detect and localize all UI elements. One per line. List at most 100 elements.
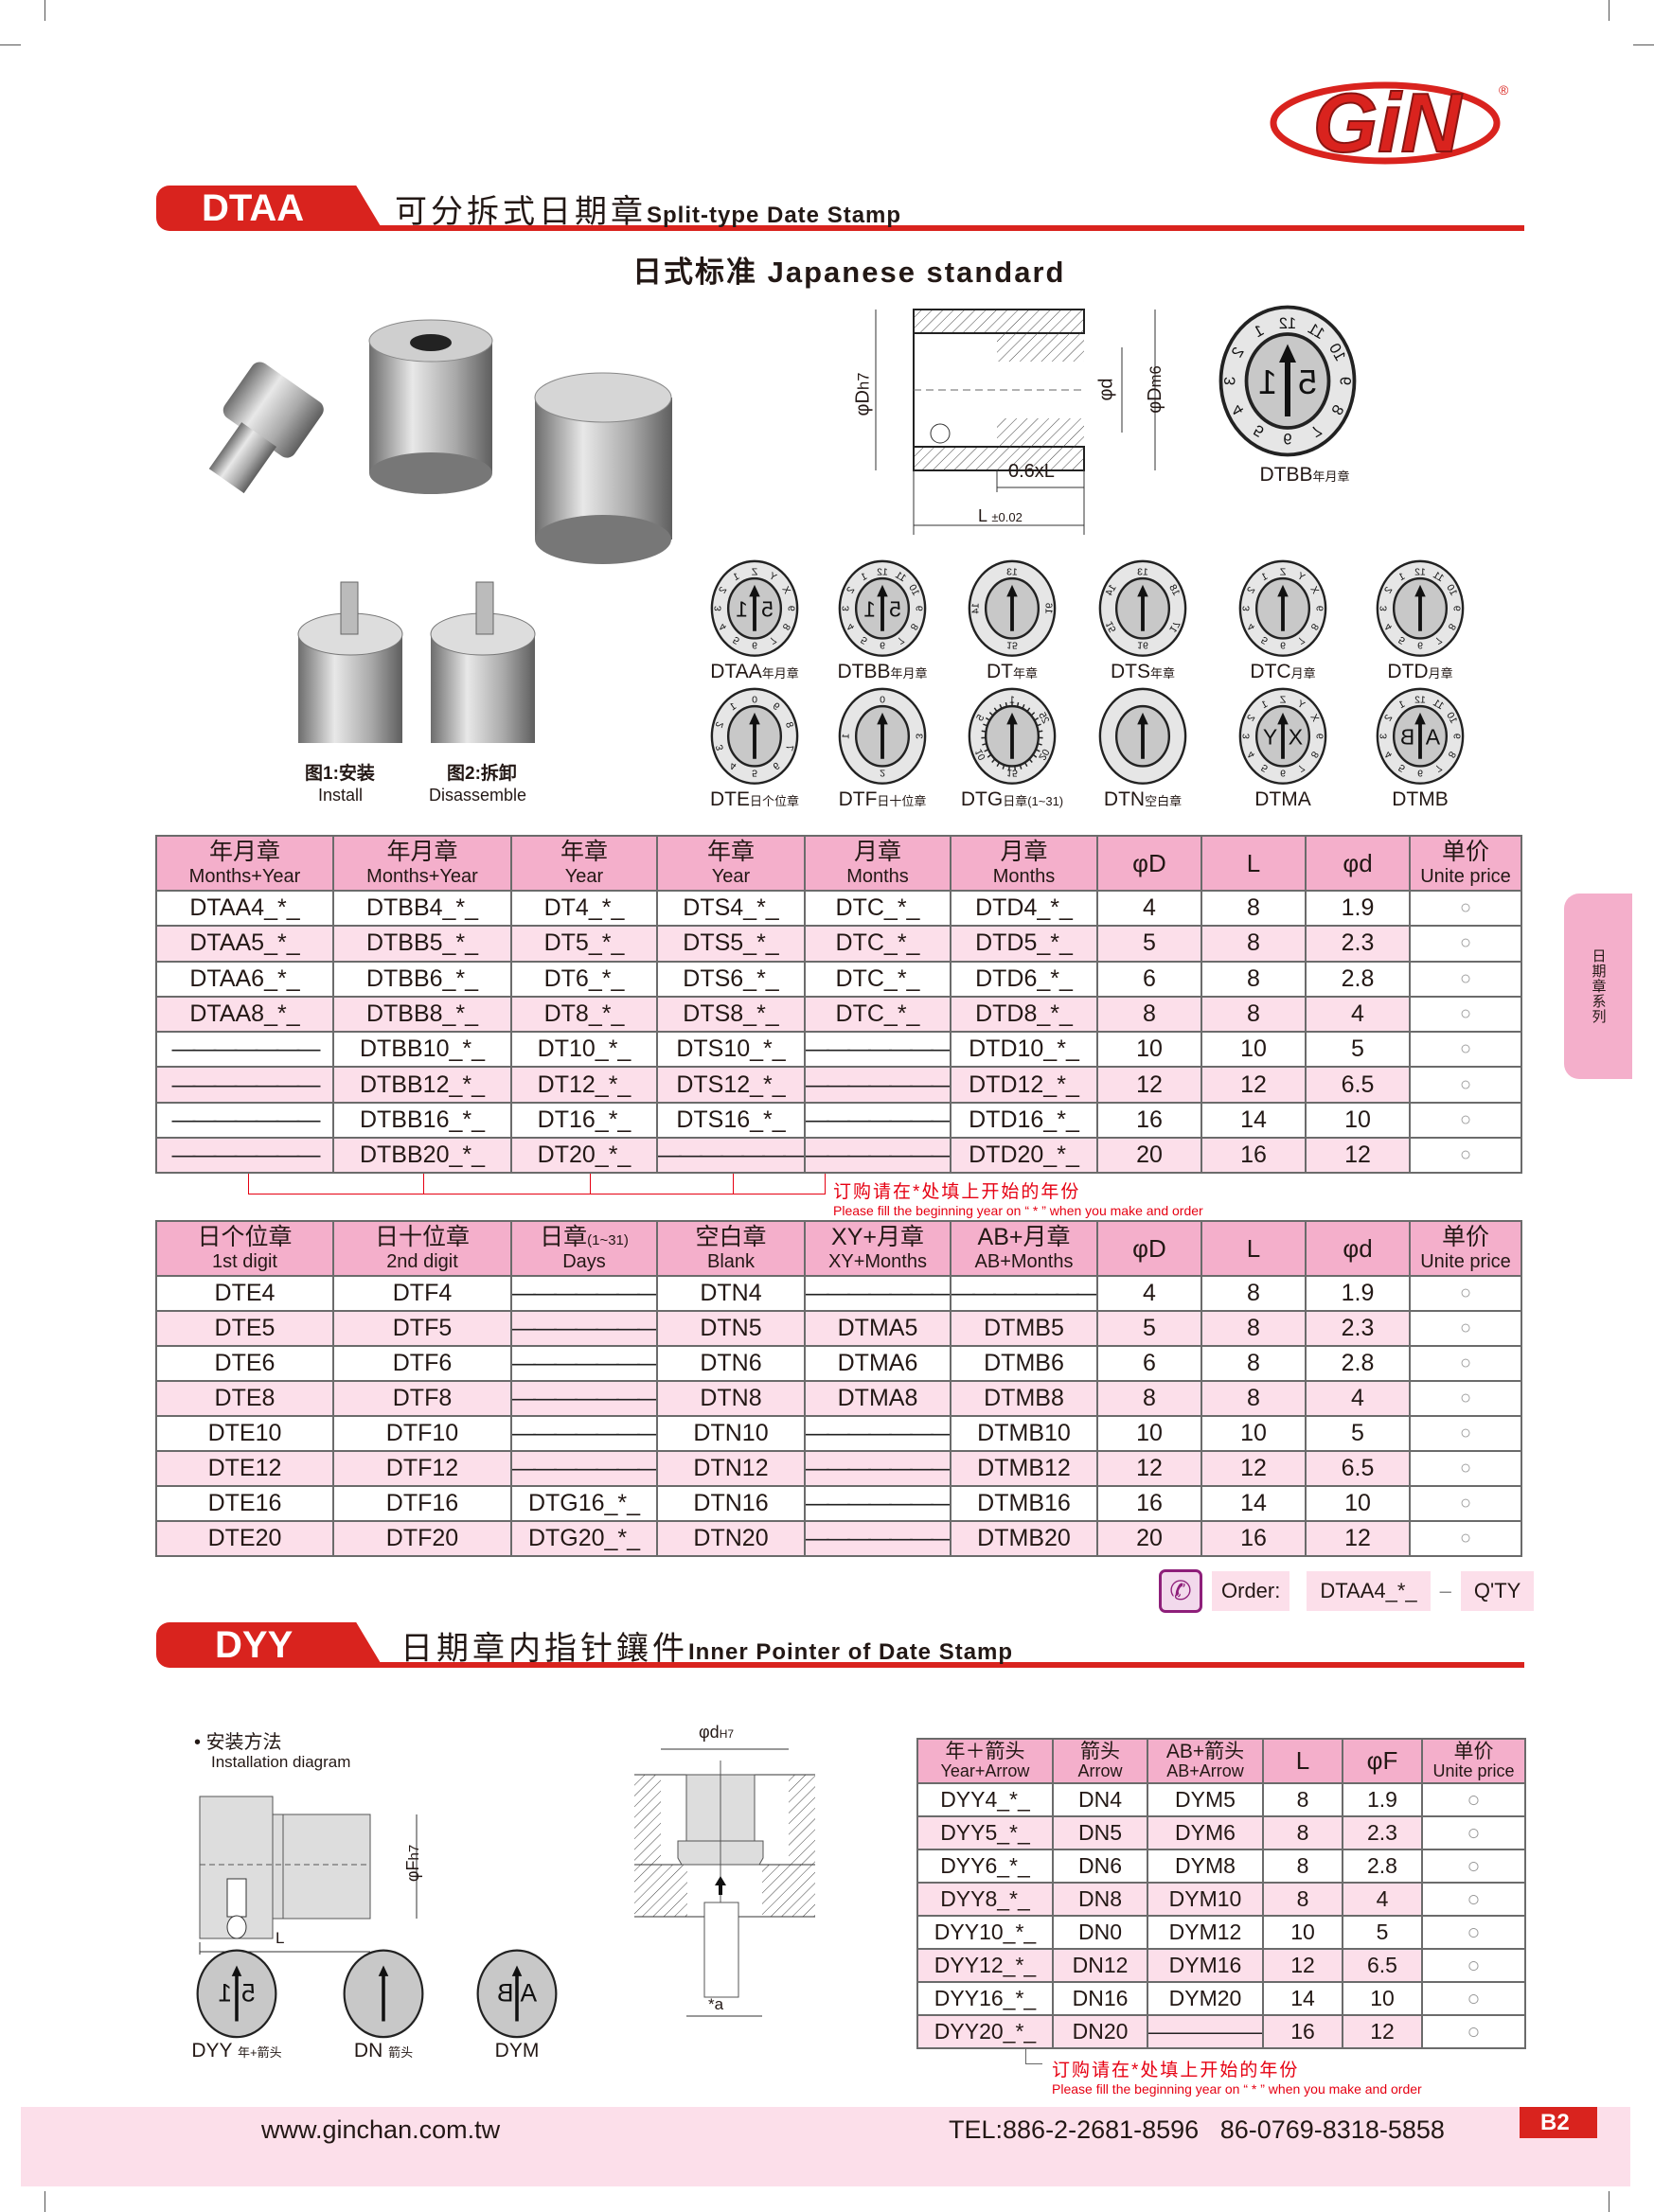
price-cell[interactable]: ○ bbox=[1409, 1031, 1522, 1069]
price-cell[interactable]: ○ bbox=[1421, 1915, 1526, 1950]
dial-char: 1 bbox=[863, 596, 876, 621]
table-cell: ——————— bbox=[155, 1137, 334, 1175]
table-cell: DTBB8_*_ bbox=[332, 995, 512, 1034]
dial-char: B bbox=[497, 1978, 514, 2007]
footer-website[interactable]: www.ginchan.com.tw bbox=[261, 2115, 501, 2144]
price-cell[interactable]: ○ bbox=[1409, 1345, 1522, 1382]
column-header: L bbox=[1262, 1738, 1343, 1784]
crop-mark bbox=[1609, 0, 1610, 21]
table-cell: 8 bbox=[1200, 925, 1307, 963]
table-cell: DTD12_*_ bbox=[950, 1066, 1098, 1104]
table-cell: DTF5 bbox=[332, 1310, 512, 1347]
dial-char: 12 bbox=[1414, 694, 1426, 705]
price-cell[interactable]: ○ bbox=[1421, 1815, 1526, 1850]
table-cell: DTMB16 bbox=[950, 1485, 1098, 1522]
table-cell: ——————— bbox=[510, 1275, 658, 1312]
table-row: DYY4_*_ DN4 DYM5 8 1.9 ○ bbox=[916, 1782, 1526, 1817]
price-cell[interactable]: ○ bbox=[1409, 1275, 1522, 1312]
price-cell[interactable]: ○ bbox=[1409, 1380, 1522, 1417]
table-cell: DTMA5 bbox=[804, 1310, 951, 1347]
price-cell[interactable]: ○ bbox=[1409, 960, 1522, 998]
dial-char: 3 bbox=[840, 606, 851, 611]
section-code: DTAA bbox=[156, 186, 383, 231]
price-cell[interactable]: ○ bbox=[1409, 1415, 1522, 1452]
price-cell[interactable]: ○ bbox=[1409, 1450, 1522, 1487]
price-cell[interactable]: ○ bbox=[1409, 925, 1522, 963]
dial-char: 3 bbox=[714, 743, 726, 752]
table-cell: DTN20 bbox=[656, 1520, 806, 1557]
price-cell[interactable]: ○ bbox=[1409, 1137, 1522, 1175]
table-row: DYY5_*_ DN5 DYM6 8 2.3 ○ bbox=[916, 1815, 1526, 1850]
table-cell: ——————— bbox=[804, 1066, 951, 1104]
dial-char: 4 bbox=[727, 759, 738, 771]
table-cell: 8 bbox=[1200, 960, 1307, 998]
table-cell: 8 bbox=[1262, 1882, 1343, 1917]
table-cell: DTBB16_*_ bbox=[332, 1101, 512, 1140]
crop-mark bbox=[1633, 44, 1654, 45]
arrow-icon bbox=[378, 1965, 389, 2022]
dial-char: 6 bbox=[752, 639, 757, 650]
table-cell: DTMB8 bbox=[950, 1380, 1098, 1417]
table-cell: 16 bbox=[1200, 1137, 1307, 1175]
column-header: φD bbox=[1096, 835, 1202, 892]
dial-char: 12 bbox=[1279, 315, 1296, 332]
side-tab[interactable]: 日期章系列 bbox=[1564, 894, 1632, 1079]
table-cell: 12 bbox=[1262, 1948, 1343, 1983]
dial-char: 18 bbox=[1166, 582, 1182, 597]
table-cell: DTMA8 bbox=[804, 1380, 951, 1417]
dial-dtbb-large: 12 11 10 9 8 7 6 5 4 3 2 1 1 5 bbox=[1217, 303, 1368, 457]
phone-icon: ✆ bbox=[1159, 1569, 1202, 1613]
column-header: 年章 Year bbox=[510, 835, 658, 892]
table-cell: DYY6_*_ bbox=[916, 1849, 1054, 1884]
dial-char: 4 bbox=[845, 622, 857, 632]
price-cell[interactable]: ○ bbox=[1409, 1066, 1522, 1104]
table-cell: 10 bbox=[1096, 1415, 1202, 1452]
dial-char: 10 bbox=[973, 747, 988, 762]
table-cell: DTD16_*_ bbox=[950, 1101, 1098, 1140]
arrow-icon bbox=[1137, 712, 1148, 759]
price-cell[interactable]: ○ bbox=[1409, 1101, 1522, 1140]
table-cell: 2.8 bbox=[1305, 960, 1411, 998]
crop-mark bbox=[1609, 2191, 1610, 2212]
disassemble-caption: 图2:拆卸 bbox=[447, 764, 517, 784]
table-row: DYY8_*_ DN8 DYM10 8 4 ○ bbox=[916, 1882, 1526, 1917]
table-cell: 12 bbox=[1096, 1450, 1202, 1487]
price-cell[interactable]: ○ bbox=[1421, 1948, 1526, 1983]
price-cell[interactable]: ○ bbox=[1421, 1882, 1526, 1917]
dial-char: 5 bbox=[731, 633, 741, 646]
table-cell: 12 bbox=[1200, 1450, 1307, 1487]
price-cell[interactable]: ○ bbox=[1409, 1485, 1522, 1522]
crop-mark bbox=[44, 2191, 45, 2212]
price-cell[interactable]: ○ bbox=[1421, 1849, 1526, 1884]
dial-char: 1 bbox=[859, 571, 869, 583]
table-cell: DTN12 bbox=[656, 1450, 806, 1487]
price-cell[interactable]: ○ bbox=[1409, 889, 1522, 928]
table-cell: DTE12 bbox=[155, 1450, 334, 1487]
price-cell[interactable]: ○ bbox=[1421, 1782, 1526, 1817]
dial-dtd: 12 11 10 9 8 7 6 5 4 3 2 1 bbox=[1375, 558, 1466, 664]
price-cell[interactable]: ○ bbox=[1421, 2014, 1526, 2049]
table-cell: DYY5_*_ bbox=[916, 1815, 1054, 1850]
dial-char: 2 bbox=[1245, 585, 1257, 595]
table-cell: ——————— bbox=[510, 1380, 658, 1417]
dial-char: 1 bbox=[840, 734, 851, 739]
dial-label: DT年章 bbox=[986, 661, 1039, 682]
dial-char: 5 bbox=[974, 713, 987, 723]
column-header: 日个位章 1st digit bbox=[155, 1220, 334, 1277]
dial-dtbb: 12 11 10 9 8 7 6 5 4 3 2 1 1 5 bbox=[837, 558, 928, 664]
price-cell[interactable]: ○ bbox=[1421, 1981, 1526, 2016]
price-cell[interactable]: ○ bbox=[1409, 995, 1522, 1034]
table-row: DYY10_*_ DN0 DYM12 10 5 ○ bbox=[916, 1915, 1526, 1950]
dial-char: 6 bbox=[1280, 639, 1286, 650]
table-cell: 6.5 bbox=[1305, 1066, 1411, 1104]
table-cell: ——————— bbox=[804, 1415, 951, 1452]
price-cell[interactable]: ○ bbox=[1409, 1310, 1522, 1347]
price-cell[interactable]: ○ bbox=[1409, 1520, 1522, 1557]
dial-char: 5 bbox=[1259, 633, 1270, 646]
dim-l: L ±0.02 bbox=[978, 506, 1023, 525]
table-cell: 10 bbox=[1200, 1031, 1307, 1069]
table-cell: DT6_*_ bbox=[510, 960, 658, 998]
table-cell: 5 bbox=[1342, 1915, 1423, 1950]
dim-dh7: φDh7 bbox=[852, 372, 874, 416]
